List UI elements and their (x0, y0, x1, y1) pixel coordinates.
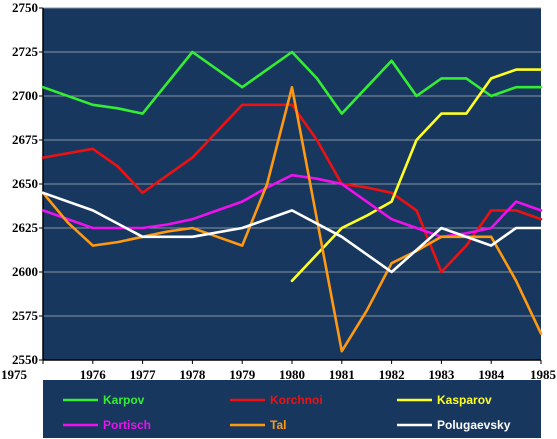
tick-labels: 2550 2575 2600 2625 2650 2675 2700 2725 2750 1975… (1, 0, 557, 382)
series-line-polugaevsky (41, 191, 543, 274)
x-tick-label: 1982 (379, 367, 405, 382)
x-tick-label: 1983 (428, 367, 455, 382)
legend-label: Tal (270, 418, 286, 432)
y-tick-label: 2750 (12, 0, 38, 15)
series-line-karpov (41, 50, 543, 115)
x-tick-label: 1980 (279, 367, 305, 382)
series-line-kasparov (290, 68, 543, 283)
legend-label: Kasparov (437, 393, 492, 407)
y-tick-label: 2700 (12, 88, 38, 103)
y-tick-label: 2550 (12, 352, 38, 367)
legend-label: Karpov (103, 393, 145, 407)
y-tick-label: 2600 (12, 264, 38, 279)
x-tick-label: 1979 (229, 367, 256, 382)
series-lines (41, 50, 543, 353)
x-tick-label: 1977 (130, 367, 157, 382)
x-tick-label: 1981 (329, 367, 355, 382)
y-tick-label: 2625 (12, 220, 39, 235)
series-line-tal (41, 85, 543, 353)
x-tick-label: 1975 (1, 367, 28, 382)
y-tick-label: 2575 (12, 308, 39, 323)
legend: Karpov Korchnoi Kasparov Portisch Tal Polugae… (63, 393, 511, 432)
y-tick-label: 2650 (12, 176, 38, 191)
y-tick-label: 2725 (12, 44, 39, 59)
y-tick-label: 2675 (12, 132, 39, 147)
legend-label: Korchnoi (270, 393, 323, 407)
series-line-korchnoi (41, 103, 543, 274)
legend-label: Portisch (103, 418, 151, 432)
x-tick-label: 1976 (80, 367, 107, 382)
legend-box (43, 380, 541, 438)
axes (39, 7, 542, 364)
x-tick-label: 1984 (478, 367, 505, 382)
x-tick-label: 1985 (530, 367, 557, 382)
legend-label: Polugaevsky (437, 418, 511, 432)
x-tick-label: 1978 (179, 367, 206, 382)
